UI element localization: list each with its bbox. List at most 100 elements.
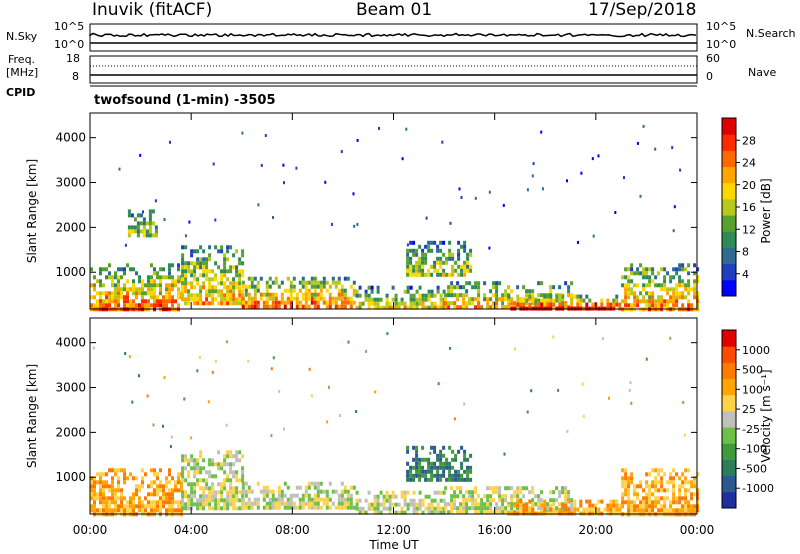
echo-cell: [114, 303, 117, 308]
echo-cell: [214, 462, 218, 467]
echo-cell: [337, 505, 341, 510]
colorbar-tick-label: 16: [742, 201, 756, 214]
echo-cell: [442, 272, 446, 277]
echo-cell: [388, 498, 392, 503]
echo-cell: [471, 494, 475, 499]
echo-cell: [310, 296, 314, 301]
echo-cell: [340, 497, 344, 502]
echo-cell: [220, 293, 224, 298]
echo-cell: [184, 297, 188, 302]
echo-cell: [379, 490, 383, 495]
colorbar-tick-label: -1000: [742, 482, 774, 495]
echo-cell: [220, 245, 224, 250]
echo-cell: [126, 303, 129, 308]
echo-cell: [439, 477, 443, 482]
echo-cell: [132, 267, 135, 272]
echo-cell: [684, 476, 688, 481]
echo-cell: [682, 401, 685, 404]
echo-cell: [220, 301, 224, 306]
echo-cell: [90, 295, 93, 300]
echo-cell: [687, 303, 691, 308]
colorbar-tick-label: 100: [742, 383, 763, 396]
echo-cell: [127, 209, 131, 214]
echo-cell: [325, 501, 329, 506]
echo-cell: [108, 263, 111, 268]
echo-cell: [687, 468, 691, 473]
echo-cell: [516, 494, 520, 499]
echo-cell: [193, 265, 197, 270]
echo-cell: [177, 291, 180, 296]
echo-cell: [90, 508, 93, 513]
echo-cell: [627, 275, 631, 280]
echo-cell: [394, 502, 398, 507]
echo-cell: [271, 300, 275, 305]
echo-cell: [495, 502, 499, 507]
echo-cell: [117, 275, 120, 280]
echo-cell: [449, 221, 452, 225]
echo-cell: [247, 300, 251, 305]
echo-cell: [439, 264, 443, 269]
echo-cell: [442, 252, 446, 257]
echo-cell: [265, 505, 269, 510]
echo-cell: [546, 302, 550, 307]
echo-cell: [283, 501, 287, 506]
echo-cell: [105, 484, 108, 489]
echo-cell: [463, 402, 466, 406]
echo-cell: [636, 267, 640, 272]
echo-cell: [168, 508, 171, 513]
echo-cell: [190, 273, 194, 278]
echo-cell: [427, 305, 431, 310]
echo-cell: [120, 488, 123, 493]
echo-cell: [427, 461, 431, 466]
echo-cell: [274, 296, 278, 301]
echo-cell: [501, 293, 505, 298]
echo-cell: [624, 484, 628, 489]
echo-cell: [421, 264, 425, 269]
echo-cell: [117, 291, 120, 296]
echo-cell: [648, 295, 652, 300]
echo-cell: [642, 295, 646, 300]
echo-cell: [582, 298, 586, 303]
echo-cell: [150, 287, 153, 292]
echo-cell: [421, 469, 425, 474]
echo-cell: [427, 240, 431, 245]
echo-cell: [450, 506, 454, 511]
echo-cell: [403, 494, 407, 499]
echo-cell: [262, 300, 266, 305]
echo-cell: [424, 272, 428, 277]
echo-cell: [193, 297, 197, 302]
echo-cell: [671, 146, 674, 150]
echo-cell: [208, 293, 212, 298]
echo-cell: [636, 303, 640, 308]
echo-cell: [439, 510, 443, 515]
echo-cell: [696, 295, 700, 300]
echo-cell: [537, 498, 541, 503]
colorbar-swatch: [722, 427, 736, 444]
echo-cell: [108, 295, 111, 300]
echo-cell: [421, 268, 425, 273]
colorbar-swatch: [722, 279, 736, 297]
echo-cell: [648, 291, 652, 296]
echo-cell: [459, 502, 463, 507]
echo-cell: [463, 477, 467, 482]
echo-cell: [208, 490, 212, 495]
echo-cell: [150, 508, 153, 513]
echo-cell: [621, 500, 625, 505]
echo-cell: [358, 506, 362, 511]
echo-cell: [316, 284, 320, 289]
echo-cell: [108, 275, 111, 280]
echo-cell: [238, 289, 242, 294]
echo-cell: [159, 488, 162, 493]
echo-cell: [621, 299, 625, 304]
echo-cell: [283, 300, 287, 305]
echo-cell: [642, 496, 646, 501]
echo-cell: [126, 291, 129, 296]
echo-cell: [253, 288, 257, 293]
echo-cell: [454, 457, 458, 462]
echo-cell: [241, 478, 245, 483]
echo-cell: [465, 502, 469, 507]
echo-cell: [232, 498, 236, 503]
echo-cell: [675, 496, 679, 501]
echo-cell: [439, 272, 443, 277]
echo-cell: [651, 291, 655, 296]
